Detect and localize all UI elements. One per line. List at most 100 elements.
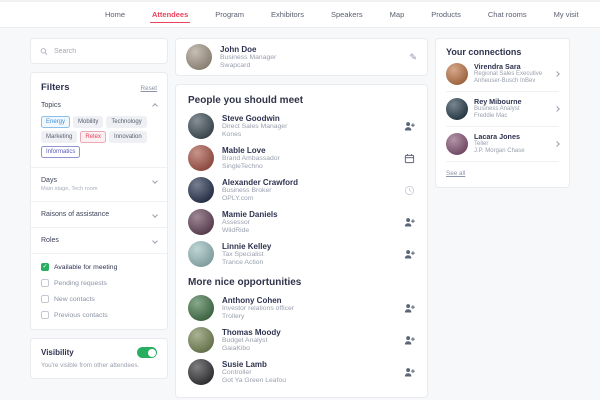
connection-company: Anheuser-Busch InBev (474, 78, 536, 84)
add-contact-icon[interactable] (404, 303, 415, 314)
avatar (188, 295, 214, 321)
nav-exhibitors[interactable]: Exhibitors (271, 10, 304, 19)
divider (31, 167, 167, 168)
pending-request-icon[interactable] (404, 185, 415, 196)
profile-name: John Doe (220, 45, 257, 54)
my-profile-card[interactable]: John Doe Business Manager Swapcard ✎ (175, 38, 428, 76)
connection-company: J.P. Morgan Chase (474, 148, 525, 154)
tag-informatics[interactable]: Informatics (41, 146, 81, 158)
nav-home[interactable]: Home (105, 10, 126, 19)
person-row[interactable]: Anthony Cohen Investor relations officer… (188, 292, 415, 324)
add-contact-icon[interactable] (404, 335, 415, 346)
connection-row[interactable]: Rey Mibourne Business Analyst Freddie Ma… (446, 92, 560, 127)
checkbox-icon[interactable] (41, 311, 49, 319)
person-title: Budget Analyst (222, 337, 268, 344)
filter-new-contacts[interactable]: New contacts (41, 295, 157, 303)
profile-company: Swapcard (220, 61, 251, 69)
connection-title: Business Analyst (474, 106, 520, 112)
add-contact-icon[interactable] (404, 367, 415, 378)
tag-technology[interactable]: Technology (106, 116, 147, 128)
connections-panel: Your connections Virendra Sara Regional … (435, 38, 570, 188)
avatar (188, 327, 214, 353)
topics-section-header[interactable]: Topics (41, 102, 158, 109)
add-contact-icon[interactable] (404, 249, 415, 260)
topic-tags: Energy Mobility Technology Marketing Ret… (41, 116, 157, 158)
person-row[interactable]: Mable Love Brand Ambassador SingleTechno (188, 142, 415, 174)
tag-energy[interactable]: Energy (41, 116, 71, 128)
person-title: Investor relations officer (222, 305, 295, 312)
visibility-panel: Visibility You're visible from other att… (30, 338, 168, 379)
person-name: Anthony Cohen (222, 296, 282, 305)
connection-title: Regional Sales Executive (474, 71, 543, 77)
person-title: Business Broker (222, 187, 272, 194)
connection-row[interactable]: Lacara Jones Teller J.P. Morgan Chase (446, 127, 560, 162)
visibility-toggle[interactable] (137, 347, 157, 358)
person-company: SingleTechno (222, 162, 263, 170)
tag-retex[interactable]: Retex (80, 131, 107, 143)
topics-title: Topics (41, 102, 61, 109)
person-row[interactable]: Steve Goodwin Direct Sales Manager Kones (188, 110, 415, 142)
person-name: Susie Lamb (222, 360, 267, 369)
filter-available-for-meeting[interactable]: Available for meeting (41, 263, 157, 271)
nav-map[interactable]: Map (389, 10, 405, 19)
search-box (30, 38, 168, 64)
person-row[interactable]: Mamie Daniels Assessor WildRide (188, 206, 415, 238)
days-section-header[interactable]: Days (41, 177, 158, 184)
roles-title: Roles (41, 237, 59, 244)
avatar (188, 209, 214, 235)
profile-title: Business Manager (220, 54, 277, 61)
filter-pending-requests[interactable]: Pending requests (41, 279, 157, 287)
checkbox-icon[interactable] (41, 295, 49, 303)
see-all-link[interactable]: See all (446, 170, 466, 177)
opportunities-section-title: More nice opportunities (188, 277, 302, 288)
tag-innovation[interactable]: Innovation (109, 131, 147, 143)
roles-section-header[interactable]: Roles (41, 237, 158, 244)
raisons-section-header[interactable]: Raisons of assistance (41, 211, 158, 218)
nav-program[interactable]: Program (215, 10, 245, 19)
person-company: Got Ya Green Leafou (222, 376, 286, 384)
checkbox-icon[interactable] (41, 279, 49, 287)
nav-my-visit[interactable]: My visit (553, 10, 579, 19)
avatar (446, 133, 468, 155)
person-company: GaiaKibo (222, 344, 250, 352)
connection-row[interactable]: Virendra Sara Regional Sales Executive A… (446, 57, 560, 92)
nav-products[interactable]: Products (431, 10, 461, 19)
checkbox-label: Pending requests (54, 279, 107, 287)
person-row[interactable]: Linnie Kelley Tax Specialist Trance Acti… (188, 238, 415, 270)
person-name: Linnie Kelley (222, 242, 272, 251)
filters-panel: Filters Reset Topics Energy Mobility Tec… (30, 72, 168, 330)
meet-section-title: People you should meet (188, 95, 304, 106)
tag-mobility[interactable]: Mobility (73, 116, 104, 128)
person-name: Thomas Moody (222, 328, 281, 337)
visibility-title: Visibility (41, 348, 74, 357)
person-row[interactable]: Thomas Moody Budget Analyst GaiaKibo (188, 324, 415, 356)
meeting-calendar-icon[interactable] (404, 153, 415, 164)
chevron-down-icon (152, 237, 158, 244)
connection-name: Lacara Jones (474, 132, 520, 141)
add-contact-icon[interactable] (404, 217, 415, 228)
person-name: Mamie Daniels (222, 210, 278, 219)
person-row[interactable]: Alexander Crawford Business Broker OPLY.… (188, 174, 415, 206)
nav-speakers[interactable]: Speakers (330, 10, 363, 19)
checkbox-icon[interactable] (41, 263, 49, 271)
divider (31, 227, 167, 228)
person-title: Brand Ambassador (222, 155, 280, 162)
avatar (188, 177, 214, 203)
edit-profile-icon[interactable]: ✎ (409, 51, 417, 62)
add-contact-icon[interactable] (404, 121, 415, 132)
divider (31, 201, 167, 202)
reset-filters-link[interactable]: Reset (140, 85, 157, 92)
filter-previous-contacts[interactable]: Previous contacts (41, 311, 157, 319)
nav-chat-rooms[interactable]: Chat rooms (487, 10, 527, 19)
person-title: Direct Sales Manager (222, 123, 288, 130)
person-title: Controller (222, 369, 252, 376)
days-title: Days (41, 177, 57, 184)
nav-attendees[interactable]: Attendees (150, 2, 191, 27)
avatar (446, 63, 468, 85)
avatar (188, 113, 214, 139)
search-input[interactable] (53, 47, 158, 55)
person-row[interactable]: Susie Lamb Controller Got Ya Green Leafo… (188, 356, 415, 388)
person-name: Alexander Crawford (222, 178, 299, 187)
tag-marketing[interactable]: Marketing (41, 131, 78, 143)
